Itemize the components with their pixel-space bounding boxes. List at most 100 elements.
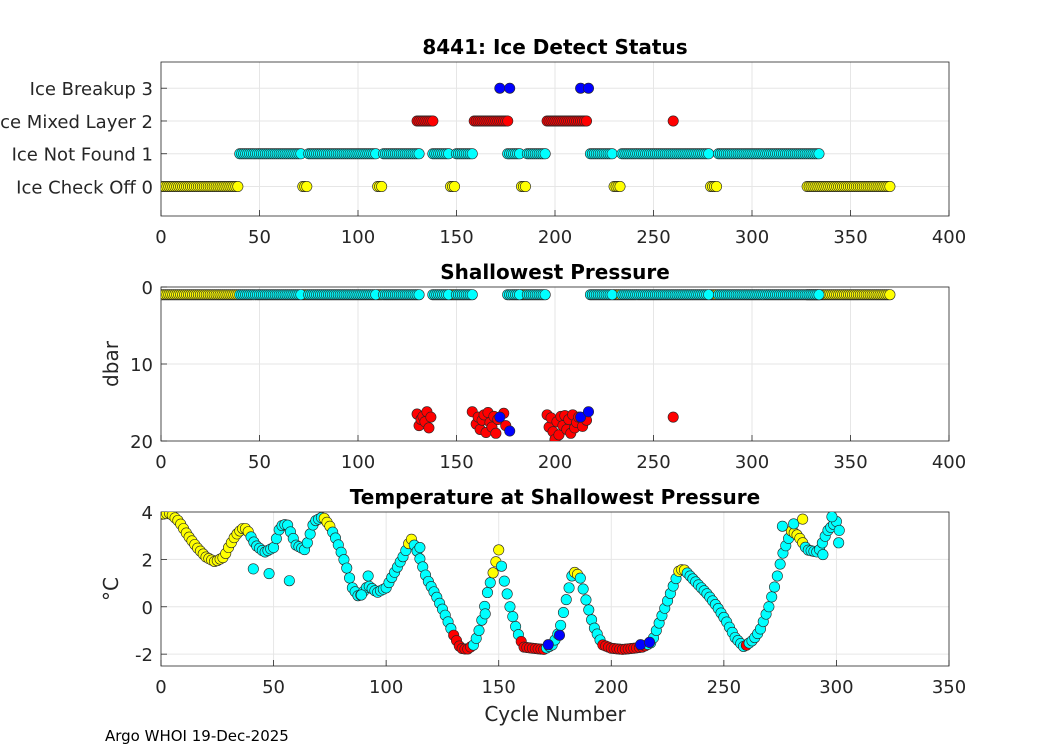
pressure-point bbox=[667, 411, 679, 423]
temperature-point bbox=[833, 524, 845, 536]
x-tick-label: 350 bbox=[932, 677, 966, 698]
x-tick-label: 350 bbox=[833, 227, 867, 248]
x-tick-label: 400 bbox=[932, 227, 966, 248]
temperature-point bbox=[563, 582, 575, 594]
temperature-point bbox=[560, 594, 572, 606]
data-points bbox=[161, 82, 896, 193]
temperature-point bbox=[542, 639, 554, 651]
status-point bbox=[581, 115, 593, 127]
x-tick-label: 50 bbox=[262, 677, 285, 698]
x-tick-label: 250 bbox=[636, 227, 670, 248]
x-tick-label: 150 bbox=[439, 452, 473, 473]
pressure-point bbox=[413, 289, 425, 301]
temperature-point bbox=[496, 560, 508, 572]
temperature-point bbox=[414, 542, 426, 554]
temperature-point bbox=[577, 583, 589, 595]
y-tick-label: 20 bbox=[130, 432, 153, 453]
pressure-point bbox=[575, 411, 587, 423]
x-tick-label: 250 bbox=[707, 677, 741, 698]
data-points bbox=[161, 289, 896, 441]
x-tick-label: 100 bbox=[341, 227, 375, 248]
temperature-point bbox=[583, 604, 595, 616]
x-tick-label: 200 bbox=[594, 677, 628, 698]
y-tick-label: Ice Check Off 0 bbox=[16, 178, 153, 199]
status-point bbox=[504, 82, 516, 94]
temperature-point bbox=[493, 544, 505, 556]
x-tick-label: 200 bbox=[538, 227, 572, 248]
pressure-point bbox=[703, 289, 715, 301]
pressure-point bbox=[423, 422, 435, 434]
chart-title: 8441: Ice Detect Status bbox=[422, 35, 687, 59]
temperature-point bbox=[504, 601, 516, 613]
status-point bbox=[539, 148, 551, 160]
status-point bbox=[667, 115, 679, 127]
temperature-point bbox=[487, 567, 499, 579]
temperature-point bbox=[481, 587, 493, 599]
axes-frame bbox=[160, 511, 950, 667]
temperature-point bbox=[776, 520, 788, 532]
x-tick-label: 50 bbox=[248, 227, 271, 248]
x-tick-label: 150 bbox=[482, 677, 516, 698]
temperature-point bbox=[644, 636, 656, 648]
y-tick-label: Ice Mixed Layer 2 bbox=[0, 112, 153, 133]
ice-detect-status-panel: 0 50 100 150 200 250 300 350 400 Ice Check Off 0 I… bbox=[0, 35, 966, 248]
temperature-point bbox=[362, 570, 374, 582]
x-tick-label: 300 bbox=[819, 677, 853, 698]
y-tick-label: 10 bbox=[130, 355, 153, 376]
y-tick-label: -2 bbox=[135, 645, 153, 666]
status-point bbox=[703, 148, 715, 160]
temperature-point bbox=[557, 606, 569, 618]
temperature-point bbox=[555, 619, 567, 631]
pressure-point bbox=[606, 289, 618, 301]
temperature-point bbox=[763, 601, 775, 613]
temperature-point bbox=[774, 558, 786, 570]
x-tick-label: 50 bbox=[248, 452, 271, 473]
temperature-point bbox=[283, 575, 295, 587]
status-point bbox=[884, 181, 896, 193]
footer-credit: Argo WHOI 19-Dec-2025 bbox=[105, 727, 289, 745]
status-point bbox=[413, 148, 425, 160]
temperature-point bbox=[554, 629, 566, 641]
temperature-point bbox=[247, 563, 259, 575]
temperature-point bbox=[574, 572, 586, 584]
pressure-point bbox=[490, 427, 502, 439]
pressure-point bbox=[504, 425, 516, 437]
chart-title: Shallowest Pressure bbox=[440, 260, 670, 284]
status-point bbox=[427, 115, 439, 127]
y-axis-label: dbar bbox=[99, 340, 123, 387]
pressure-point bbox=[539, 289, 551, 301]
temperature-point bbox=[341, 562, 353, 574]
x-tick-label: 300 bbox=[735, 452, 769, 473]
status-point bbox=[502, 115, 514, 127]
status-point bbox=[376, 181, 388, 193]
temperature-point bbox=[817, 549, 829, 561]
status-point bbox=[711, 181, 723, 193]
y-tick-label: 0 bbox=[142, 278, 153, 299]
shallowest-pressure-panel: 0 50 100 150 200 250 300 350 400 0 10 20 Shallowest … bbox=[99, 260, 966, 473]
status-point bbox=[232, 181, 244, 193]
x-tick-label: 400 bbox=[932, 452, 966, 473]
temperature-point bbox=[766, 591, 778, 603]
temperature-point bbox=[788, 518, 800, 530]
x-tick-label: 0 bbox=[155, 227, 166, 248]
temperature-point bbox=[797, 513, 809, 525]
x-axis-label: Cycle Number bbox=[484, 702, 626, 726]
temperature-point bbox=[771, 570, 783, 582]
temperature-point bbox=[769, 581, 781, 593]
status-point bbox=[582, 82, 594, 94]
status-point bbox=[614, 181, 626, 193]
x-tick-label: 300 bbox=[735, 227, 769, 248]
temperature-point bbox=[479, 608, 491, 620]
temperature-point bbox=[826, 512, 838, 523]
status-point bbox=[449, 181, 461, 193]
temperature-point bbox=[833, 537, 845, 549]
x-tick-label: 350 bbox=[833, 452, 867, 473]
x-tick-label: 100 bbox=[369, 677, 403, 698]
temperature-point bbox=[263, 568, 275, 580]
data-points bbox=[161, 512, 845, 655]
status-point bbox=[301, 181, 313, 193]
pressure-point bbox=[494, 411, 506, 423]
y-axis-label: °C bbox=[99, 577, 123, 601]
